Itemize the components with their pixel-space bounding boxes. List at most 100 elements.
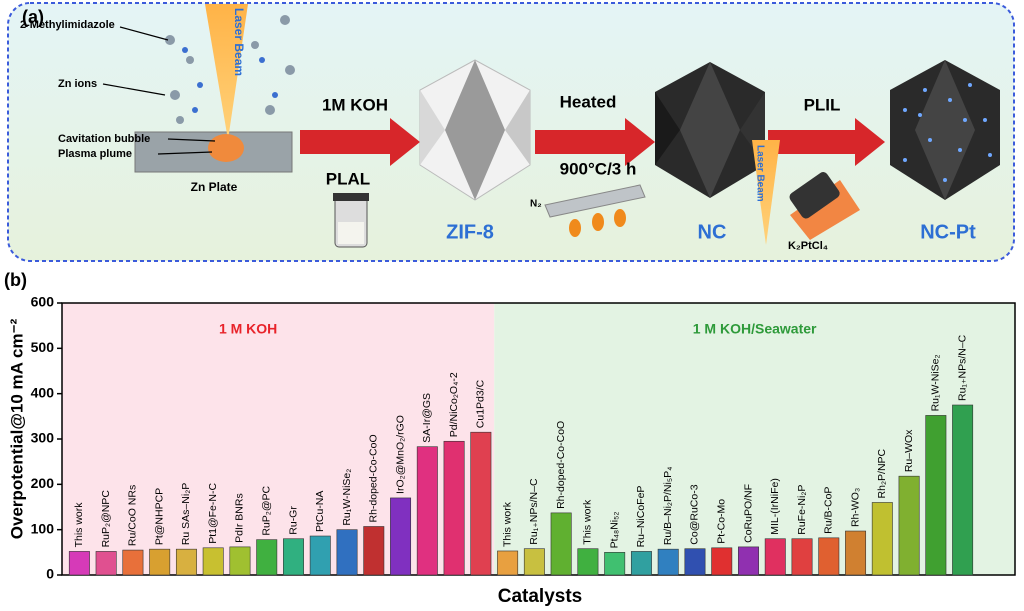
bar-label: Pd/NiCo₂O₄-2 [448, 372, 460, 437]
bar [845, 530, 867, 576]
nc-crystal [655, 62, 765, 198]
bar [283, 538, 304, 576]
label: 2-Methylimidazole [20, 19, 115, 31]
step-label: 900°C/3 h [560, 159, 637, 178]
bar [443, 440, 465, 576]
bar [550, 512, 572, 576]
bar-label: This work [582, 499, 594, 545]
bar [711, 547, 733, 576]
bar-label: Ru/CoO NRs [127, 485, 139, 546]
bar-label: Rh-doped-Co-CoO [555, 421, 567, 509]
bar [657, 548, 679, 576]
bar-label: Cu1Pd3/C [475, 379, 487, 428]
bar-label: Pt@NHPCP [153, 488, 165, 545]
bar [791, 538, 813, 576]
bar-label: Ru–WOx [903, 429, 915, 472]
laser-beam [752, 140, 780, 245]
bar-label: Ru SAs–Ni₂P [180, 483, 192, 545]
bar-label: MIL-(IrNiFe) [769, 478, 781, 535]
precursor-label: K₂PtCl₄ [788, 240, 828, 252]
bar-label: Ru/B–Ni₂P/Ni₅P₄ [662, 467, 674, 546]
bar [738, 546, 759, 576]
panel-label: (b) [4, 270, 27, 290]
y-tick-label: 100 [31, 520, 55, 536]
label: Zn Plate [191, 180, 238, 194]
bar [925, 415, 947, 576]
bar [68, 551, 90, 576]
bar-label: Ru₁₊NPs/N–C [956, 334, 968, 401]
bar-label: RuFe-Ni₂P [796, 485, 808, 535]
bar [416, 446, 438, 576]
bar [898, 475, 920, 576]
y-tick-label: 600 [31, 294, 55, 310]
bar-label: Rh-WO₃ [849, 488, 861, 527]
bar-label: Pt₄₈Ni₅₂ [608, 512, 620, 549]
step-label: Heated [560, 92, 617, 111]
bar-label: IrO₂@MnO₂/rGO [394, 415, 406, 494]
bar [497, 550, 519, 576]
step-label: PLIL [804, 95, 841, 114]
bar-label: Ru/B-CoP [823, 487, 835, 534]
bar-label: Ru₁W-NiSe₂ [341, 469, 353, 526]
x-axis-label: Catalysts [498, 586, 583, 607]
step-label: PLAL [326, 169, 370, 188]
bar-label: SA-Ir@GS [421, 393, 433, 443]
synthesis-stage [102, 4, 295, 173]
bar-label: Co@RuCo-3 [689, 484, 701, 544]
label: Plasma plume [58, 148, 132, 160]
bar [684, 548, 706, 576]
bar-label: RuP₂@PC [261, 485, 273, 535]
product-label: NC [698, 221, 727, 243]
bar-label: Ru-Gr [287, 506, 299, 535]
bar-label: PtCu-NA [314, 491, 326, 532]
bar-label: Pt-Co-Mo [716, 499, 728, 544]
bar [470, 431, 492, 576]
bar [122, 549, 144, 576]
bar [764, 538, 786, 576]
bar-label: Ru₁₊NPs/N–C [528, 478, 540, 545]
bar-label: Rh₂P/NPC [876, 448, 888, 498]
bar-label: PdIr BNRs [234, 493, 246, 543]
bar [952, 404, 974, 576]
group-label: 1 M KOH [219, 321, 277, 337]
bar-label: CoRuPO/NF [742, 484, 754, 543]
group-label: 1 M KOH/Seawater [693, 321, 817, 337]
y-tick-label: 0 [46, 566, 54, 582]
bar [95, 551, 117, 576]
bar [523, 548, 545, 576]
bar [363, 526, 385, 576]
bar [149, 548, 171, 576]
zif8-crystal [419, 59, 531, 201]
bar [818, 537, 840, 576]
laser-label: Laser Beam [232, 8, 246, 76]
bar [871, 502, 893, 576]
bar [202, 547, 224, 576]
gas-label: N₂ [530, 199, 542, 210]
panel-label: (a) [22, 7, 44, 27]
label: Cavitation bubble [58, 133, 150, 145]
bar-label: RuP₂@NPC [100, 490, 112, 548]
arrows [300, 118, 885, 166]
laser-device [789, 172, 860, 240]
bar-label: This work [73, 502, 85, 548]
bar-label: Rh-doped-Co-CoO [368, 434, 380, 522]
bar-label: Pt1@Fe-N-C [207, 483, 219, 544]
y-tick-label: 500 [31, 339, 55, 355]
bar-label: This work [501, 501, 513, 547]
product-label: ZIF-8 [446, 221, 494, 243]
bar [577, 548, 599, 576]
tube-furnace [544, 184, 646, 237]
bar-label: Ru–NiCoFeP [635, 486, 647, 548]
bar [630, 551, 652, 576]
nc-pt-crystal [890, 60, 1000, 200]
y-tick-label: 200 [31, 475, 55, 491]
bar [390, 497, 412, 576]
y-tick-label: 300 [31, 430, 55, 446]
bar [604, 552, 626, 576]
step-label: 1M KOH [322, 95, 388, 114]
label: Zn ions [58, 78, 97, 90]
bar [309, 535, 331, 576]
bar [229, 546, 251, 576]
y-axis-label: Overpotential@10 mA cm⁻² [7, 318, 26, 539]
